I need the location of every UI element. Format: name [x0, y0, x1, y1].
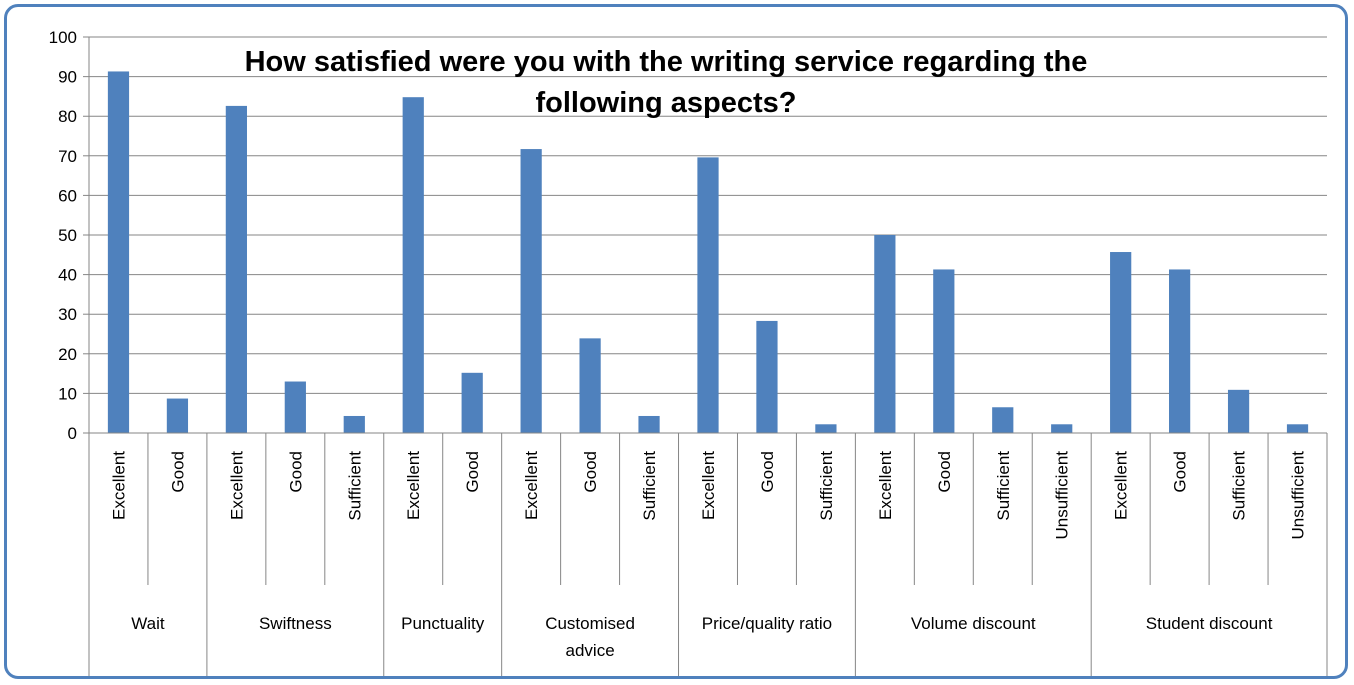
bars	[107, 71, 1309, 434]
category-label: Good	[463, 451, 482, 493]
group-label: Student discount	[1146, 614, 1273, 633]
category-label: Good	[286, 451, 305, 493]
x-axis-group-labels: Wait Swiftness Punctuality Customised advice…	[131, 614, 1272, 660]
axes	[83, 36, 1328, 676]
category-label: Sufficient	[1230, 451, 1249, 521]
y-tick-label: 20	[58, 345, 77, 364]
category-label: Sufficient	[345, 451, 364, 521]
category-label: Excellent	[109, 451, 128, 520]
y-tick-label: 0	[68, 424, 77, 443]
category-label: Excellent	[876, 451, 895, 520]
y-tick-label: 60	[58, 186, 77, 205]
bar	[284, 381, 306, 433]
y-tick-label: 70	[58, 147, 77, 166]
y-tick-label: 40	[58, 266, 77, 285]
group-label: Punctuality	[401, 614, 485, 633]
bar	[1227, 389, 1250, 433]
category-label: Unsufficient	[1053, 451, 1072, 540]
category-label: Sufficient	[640, 451, 659, 521]
bar	[1110, 252, 1132, 433]
chart-frame: 0 10 20 30 40 50 60 70 80 90 100 Excellent Good Exce…	[4, 4, 1348, 679]
y-tick-label: 10	[58, 384, 77, 403]
bar	[1169, 269, 1191, 433]
category-label: Excellent	[404, 451, 423, 520]
group-label: Customised	[545, 614, 635, 633]
category-label: Good	[581, 451, 600, 493]
bar	[992, 407, 1014, 433]
chart-title: How satisfied were you with the writing …	[245, 46, 1088, 119]
y-tick-label: 50	[58, 226, 77, 245]
group-label: Price/quality ratio	[702, 614, 832, 633]
bar	[933, 269, 955, 433]
category-label: Sufficient	[817, 451, 836, 521]
category-label: Sufficient	[994, 451, 1013, 521]
y-tick-label: 80	[58, 107, 77, 126]
group-label: Swiftness	[259, 614, 332, 633]
bar	[874, 235, 896, 433]
category-label: Excellent	[1112, 451, 1131, 520]
bar	[1051, 424, 1073, 433]
x-axis-category-labels: Excellent Good Excellent Good Sufficient Exce…	[109, 451, 1307, 540]
category-label: Good	[1171, 451, 1190, 493]
category-label: Excellent	[699, 451, 718, 520]
bar	[520, 149, 542, 433]
bar	[1286, 424, 1309, 433]
category-label: Good	[758, 451, 777, 493]
bar	[107, 71, 130, 434]
y-axis-tick-labels: 0 10 20 30 40 50 60 70 80 90 100	[49, 28, 77, 443]
chart-title-line-1: How satisfied were you with the writing …	[245, 46, 1088, 78]
group-label: Volume discount	[911, 614, 1036, 633]
category-label: Good	[168, 451, 187, 493]
category-label: Excellent	[227, 451, 246, 520]
bar	[225, 105, 247, 434]
bar	[343, 415, 365, 433]
bar	[461, 372, 483, 433]
chart-title-line-2: following aspects?	[535, 87, 796, 119]
bar	[579, 338, 601, 433]
y-tick-label: 90	[58, 68, 77, 87]
category-label: Excellent	[522, 451, 541, 520]
category-label: Good	[935, 451, 954, 493]
group-label: advice	[566, 641, 615, 660]
y-tick-label: 30	[58, 305, 77, 324]
bar	[402, 97, 424, 433]
bar	[638, 415, 660, 433]
y-tick-label: 100	[49, 28, 77, 47]
bar	[166, 398, 189, 433]
bar	[815, 424, 837, 433]
category-label: Unsufficient	[1289, 451, 1308, 540]
bar	[756, 320, 778, 433]
group-label: Wait	[131, 614, 165, 633]
bar	[697, 157, 719, 433]
